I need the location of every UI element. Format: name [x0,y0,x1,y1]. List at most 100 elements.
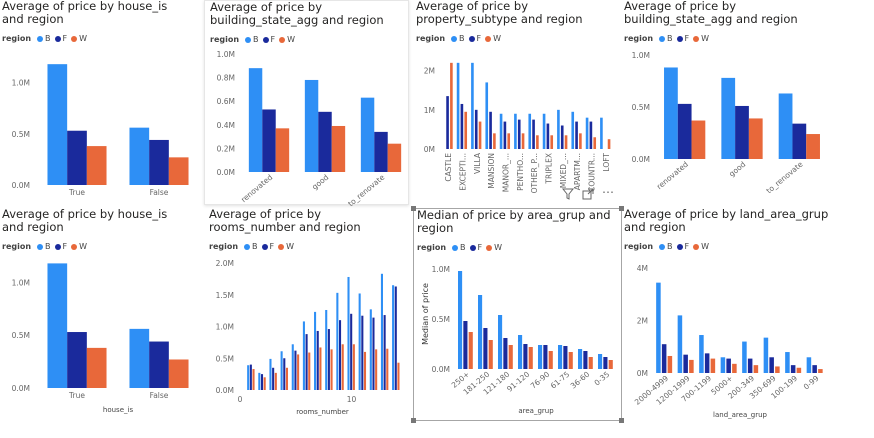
bar-b[interactable] [471,62,474,150]
bar-b[interactable] [656,282,661,373]
bar-w[interactable] [732,363,737,373]
bar-b[interactable] [585,117,589,149]
bar-f[interactable] [460,103,464,149]
bar-w[interactable] [352,344,355,390]
bar-w[interactable] [386,348,389,390]
bar-w[interactable] [341,344,344,390]
bar-w[interactable] [748,118,763,159]
bar-b[interactable] [598,354,603,369]
bar-w[interactable] [608,360,613,369]
bar-b[interactable] [721,77,736,159]
bar-b[interactable] [380,273,383,390]
bar-b[interactable] [129,328,150,388]
bar-f[interactable] [503,338,508,369]
bar-f[interactable] [704,353,710,373]
bar-b[interactable] [478,295,483,369]
bar-b[interactable] [571,111,575,149]
bar-b[interactable] [499,113,503,149]
bar-f[interactable] [489,111,492,149]
bar-f[interactable] [149,341,169,388]
bar-w[interactable] [796,367,802,373]
bar-b[interactable] [280,351,283,390]
bar-w[interactable] [331,125,346,172]
visual-tile-2[interactable]: Average of price by building_state_agg a… [204,0,409,208]
bar-b[interactable] [291,344,294,390]
bar-f[interactable] [483,328,488,369]
bar-chart-land-area-grup[interactable]: 0M2M4M2000-49991200-1999700-11995000+200… [622,208,832,438]
bar-f[interactable] [350,313,353,390]
bar-w[interactable] [536,135,539,149]
bar-w[interactable] [548,351,553,369]
focus-mode-icon[interactable] [582,188,594,203]
bar-b[interactable] [302,321,305,390]
bar-f[interactable] [790,365,796,373]
resize-handle-bottom-right[interactable] [619,418,624,423]
bar-b[interactable] [247,365,250,390]
bar-w[interactable] [168,359,189,388]
bar-f[interactable] [446,96,449,149]
bar-w[interactable] [252,369,255,390]
bar-w[interactable] [818,369,823,373]
legend-item-b[interactable]: B [452,243,466,252]
bar-w[interactable] [297,354,300,390]
bar-b[interactable] [485,82,489,149]
bar-b[interactable] [557,109,560,149]
legend-item-f[interactable]: F [262,35,275,44]
bar-f[interactable] [560,125,564,150]
bar-b[interactable] [358,293,361,390]
bar-w[interactable] [593,137,597,149]
bar-w[interactable] [375,349,378,390]
bar-f[interactable] [503,121,507,149]
bar-b[interactable] [528,113,532,149]
bar-f[interactable] [305,334,308,390]
bar-w[interactable] [753,365,759,373]
bar-b[interactable] [742,341,747,373]
bar-f[interactable] [532,119,535,149]
bar-f[interactable] [517,119,521,149]
bar-f[interactable] [249,364,252,390]
bar-w[interactable] [806,134,820,159]
bar-w[interactable] [478,121,482,149]
bar-w[interactable] [86,347,107,388]
bar-b[interactable] [498,315,503,369]
legend-item-b[interactable]: B [244,242,258,251]
bar-b[interactable] [304,79,319,172]
bar-b[interactable] [392,285,395,390]
bar-f[interactable] [260,374,264,390]
bar-f[interactable] [523,344,528,369]
legend-item-w[interactable]: W [71,242,87,251]
bar-w[interactable] [450,62,453,150]
bar-b[interactable] [600,117,603,149]
bar-b[interactable] [720,357,726,373]
bar-w[interactable] [691,120,706,159]
legend-item-f[interactable]: F [54,34,67,43]
bar-w[interactable] [508,345,513,369]
visual-tile-3[interactable]: Average of price by property_subtype and… [413,0,620,205]
bar-w[interactable] [308,352,311,390]
bar-w[interactable] [319,347,322,390]
resize-handle-top-left[interactable] [411,206,416,211]
bar-w[interactable] [488,340,493,369]
bar-w[interactable] [689,359,694,373]
bar-b[interactable] [248,68,263,172]
legend-item-f[interactable]: F [468,34,481,43]
bar-f[interactable] [463,321,468,369]
legend-item-b[interactable]: B [37,242,51,251]
bar-b[interactable] [763,337,769,373]
visual-tile-6[interactable]: Average of price by rooms_number and reg… [204,208,411,438]
bar-b[interactable] [578,349,583,369]
bar-w[interactable] [464,111,468,149]
legend-item-b[interactable]: B [659,34,673,43]
visual-tile-5[interactable]: Average of price by house_is and region … [0,208,200,438]
bar-f[interactable] [283,358,286,390]
bar-chart-area-grup[interactable]: 0.0M0.5M1.0M250+181-250121-18091-12076-9… [414,209,623,422]
bar-f[interactable] [394,286,397,390]
bar-f[interactable] [583,351,588,369]
bar-f[interactable] [294,350,297,390]
bar-w[interactable] [564,135,568,149]
legend-item-w[interactable]: W [485,34,501,43]
bar-chart-building-state-2[interactable]: 0.0M 0.5M 1.0M renovated good to_renovate [622,0,832,205]
resize-handle-top-right[interactable] [619,206,624,211]
bar-f[interactable] [769,357,774,373]
visual-tile-4[interactable]: Average of price by building_state_agg a… [622,0,832,205]
